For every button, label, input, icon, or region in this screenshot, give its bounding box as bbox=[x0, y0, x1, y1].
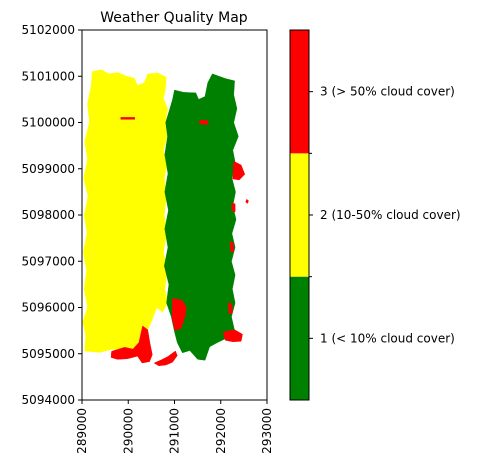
chart-title: Weather Quality Map bbox=[100, 10, 248, 26]
region-class-3-6 bbox=[232, 160, 246, 181]
colorbar-segment-2 bbox=[290, 153, 309, 277]
region-class-1-1 bbox=[164, 73, 239, 361]
region-class-3-3 bbox=[153, 350, 178, 367]
y-tick-label: 5095000 bbox=[22, 347, 75, 361]
region-class-3-7 bbox=[227, 302, 233, 315]
region-class-3-4 bbox=[171, 297, 187, 331]
y-tick-label: 5098000 bbox=[22, 208, 75, 222]
x-tick-label: 292000 bbox=[214, 408, 228, 454]
plot-frame bbox=[81, 29, 268, 401]
y-tick-label: 5100000 bbox=[22, 116, 75, 130]
y-tick-label: 5102000 bbox=[22, 23, 75, 37]
colorbar-segment-1 bbox=[290, 276, 309, 400]
colorbar: 1 (< 10% cloud cover) 2 (10-50% cloud cov… bbox=[289, 29, 461, 401]
y-axis: 5094000 5095000 5096000 5097000 5098000 50990… bbox=[22, 23, 82, 407]
colorbar-label-3: 3 (> 50% cloud cover) bbox=[320, 85, 455, 99]
y-tick-label: 5094000 bbox=[22, 393, 75, 407]
colorbar-frame bbox=[289, 29, 310, 401]
region-class-2-0 bbox=[82, 69, 168, 353]
region-class-3-11 bbox=[120, 117, 135, 120]
x-tick-label: 289000 bbox=[75, 408, 89, 454]
y-tick-label: 5101000 bbox=[22, 69, 75, 83]
y-tick-label: 5097000 bbox=[22, 254, 75, 268]
x-tick-label: 293000 bbox=[260, 408, 274, 454]
region-class-3-9 bbox=[231, 202, 236, 213]
colorbar-segment-3 bbox=[290, 30, 309, 154]
region-class-3-5 bbox=[222, 329, 243, 342]
region-class-3-12 bbox=[245, 198, 249, 204]
colorbar-label-2: 2 (10-50% cloud cover) bbox=[320, 208, 461, 222]
y-tick-label: 5099000 bbox=[22, 162, 75, 176]
region-class-3-2 bbox=[110, 325, 153, 364]
x-tick-label: 291000 bbox=[168, 408, 182, 454]
map-regions bbox=[82, 69, 249, 367]
region-class-3-10 bbox=[199, 119, 209, 125]
colorbar-label-1: 1 (< 10% cloud cover) bbox=[320, 331, 455, 345]
x-tick-label: 290000 bbox=[121, 408, 135, 454]
x-axis: 289000 290000 291000 292000 293000 bbox=[75, 400, 274, 454]
y-tick-label: 5096000 bbox=[22, 301, 75, 315]
region-class-3-8 bbox=[229, 241, 234, 253]
